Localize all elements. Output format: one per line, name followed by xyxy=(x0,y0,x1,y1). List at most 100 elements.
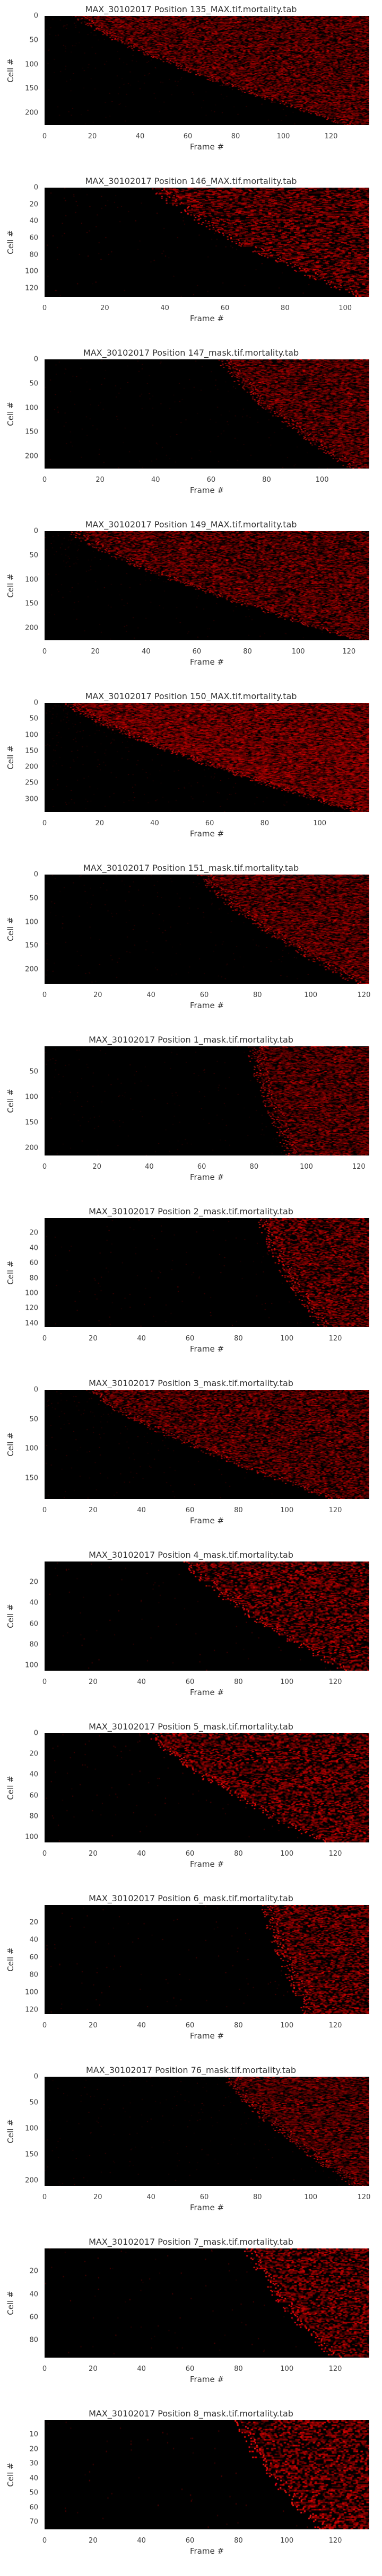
heatmap-plot-area xyxy=(45,1733,369,1842)
heatmap-panel: MAX_30102017 Position 6_mask.tif.mortali… xyxy=(0,1889,382,2061)
chart-title: MAX_30102017 Position 146_MAX.tif.mortal… xyxy=(85,176,297,186)
heatmap-panel: MAX_30102017 Position 7_mask.tif.mortali… xyxy=(0,2233,382,2404)
heatmap-panel: MAX_30102017 Position 3_mask.tif.mortali… xyxy=(0,1374,382,1546)
x-tick-label: 40 xyxy=(137,1850,146,1858)
x-tick-label: 100 xyxy=(291,648,305,656)
heatmap-cells xyxy=(45,1562,369,1671)
x-tick-label: 0 xyxy=(42,2022,47,2030)
x-tick-label: 80 xyxy=(243,648,252,656)
x-tick-label: 100 xyxy=(338,304,352,312)
x-tick-label: 80 xyxy=(253,2193,262,2201)
x-tick-label: 100 xyxy=(276,133,290,140)
x-tick-label: 120 xyxy=(328,1506,342,1514)
y-tick-label: 60 xyxy=(29,1620,38,1628)
x-axis-label: Frame # xyxy=(189,2203,224,2212)
x-tick-label: 120 xyxy=(324,133,338,140)
chart-title: MAX_30102017 Position 76_mask.tif.mortal… xyxy=(85,2065,297,2075)
y-tick-label: 100 xyxy=(25,1289,38,1298)
y-tick-label: 150 xyxy=(25,1118,38,1127)
y-tick-label: 60 xyxy=(29,1259,38,1267)
chart-title: MAX_30102017 Position 147_mask.tif.morta… xyxy=(83,348,299,358)
x-tick-label: 60 xyxy=(185,1335,195,1343)
x-tick-label: 60 xyxy=(185,1678,195,1686)
x-tick-label: 20 xyxy=(96,476,105,484)
x-tick-label: 80 xyxy=(260,819,270,827)
x-tick-label: 100 xyxy=(280,2365,294,2373)
x-tick-label: 20 xyxy=(92,1163,101,1171)
x-tick-label: 0 xyxy=(42,1678,47,1686)
x-tick-label: 20 xyxy=(100,304,109,312)
y-tick-label: 40 xyxy=(29,217,38,225)
heatmap-plot-area xyxy=(45,1218,369,1327)
heatmap-plot-area xyxy=(45,875,369,984)
y-axis-label: Cell # xyxy=(6,230,15,254)
heatmap-panel: MAX_30102017 Position 135_MAX.tif.mortal… xyxy=(0,0,382,172)
heatmap-panel: MAX_30102017 Position 147_mask.tif.morta… xyxy=(0,343,382,515)
x-tick-label: 40 xyxy=(150,819,159,827)
y-tick-label: 150 xyxy=(25,599,38,608)
y-tick-label: 120 xyxy=(25,284,38,293)
y-tick-label: 10 xyxy=(29,2430,38,2439)
x-tick-label: 80 xyxy=(234,1506,243,1514)
heatmap-cells xyxy=(45,16,369,125)
x-tick-label: 100 xyxy=(280,2022,294,2030)
y-tick-label: 200 xyxy=(25,2176,38,2185)
heatmap-plot-area xyxy=(45,1046,369,1155)
x-tick-label: 40 xyxy=(137,2537,146,2545)
y-tick-label: 40 xyxy=(29,1936,38,1944)
heatmap-cells xyxy=(45,1390,369,1499)
x-tick-label: 60 xyxy=(185,2365,195,2373)
chart-title: MAX_30102017 Position 7_mask.tif.mortali… xyxy=(89,2237,293,2247)
y-tick-label: 100 xyxy=(25,1093,38,1101)
x-tick-label: 20 xyxy=(91,648,100,656)
x-tick-label: 120 xyxy=(328,2537,342,2545)
y-tick-label: 40 xyxy=(29,2474,38,2483)
heatmap-panel: MAX_30102017 Position 149_MAX.tif.mortal… xyxy=(0,515,382,687)
x-tick-label: 0 xyxy=(42,1163,47,1171)
chart-title: MAX_30102017 Position 3_mask.tif.mortali… xyxy=(89,1378,293,1388)
x-tick-label: 80 xyxy=(234,2365,243,2373)
y-axis-label: Cell # xyxy=(6,58,15,83)
x-tick-label: 40 xyxy=(146,991,155,999)
y-axis-label: Cell # xyxy=(6,1089,15,1113)
y-tick-label: 40 xyxy=(29,1599,38,1607)
y-tick-label: 0 xyxy=(33,355,38,364)
x-tick-label: 80 xyxy=(231,133,240,140)
y-tick-label: 150 xyxy=(25,1474,38,1483)
y-tick-label: 20 xyxy=(29,1750,38,1758)
heatmap-plot-area xyxy=(45,703,369,812)
x-tick-label: 60 xyxy=(185,2022,195,2030)
x-tick-label: 0 xyxy=(42,819,47,827)
heatmap-plot-area xyxy=(45,16,369,125)
x-tick-label: 100 xyxy=(280,1335,294,1343)
y-tick-label: 50 xyxy=(29,36,38,45)
heatmap-cells xyxy=(45,703,369,812)
x-tick-label: 20 xyxy=(89,1678,98,1686)
x-tick-label: 0 xyxy=(42,1506,47,1514)
x-axis-label: Frame # xyxy=(189,1172,224,1182)
y-axis-label: Cell # xyxy=(6,2463,15,2487)
y-axis-label: Cell # xyxy=(6,1776,15,1800)
x-tick-label: 60 xyxy=(220,304,230,312)
heatmap-panel: MAX_30102017 Position 8_mask.tif.mortali… xyxy=(0,2404,382,2576)
x-tick-label: 80 xyxy=(234,1678,243,1686)
x-tick-label: 100 xyxy=(304,991,318,999)
x-tick-label: 60 xyxy=(206,476,216,484)
heatmap-plot-area xyxy=(45,531,369,640)
y-tick-label: 200 xyxy=(25,1144,38,1152)
x-tick-label: 80 xyxy=(253,991,262,999)
x-tick-label: 120 xyxy=(328,1678,342,1686)
x-tick-label: 120 xyxy=(352,1163,366,1171)
x-tick-label: 40 xyxy=(151,476,160,484)
x-tick-label: 40 xyxy=(146,2193,155,2201)
x-tick-label: 60 xyxy=(205,819,214,827)
x-tick-label: 40 xyxy=(160,304,169,312)
y-tick-label: 50 xyxy=(29,380,38,388)
y-axis-label: Cell # xyxy=(6,2119,15,2143)
heatmap-plot-area xyxy=(45,1562,369,1671)
chart-title: MAX_30102017 Position 8_mask.tif.mortali… xyxy=(89,2409,293,2419)
x-tick-label: 20 xyxy=(93,2193,102,2201)
y-tick-label: 50 xyxy=(29,714,38,723)
x-tick-label: 60 xyxy=(197,1163,206,1171)
